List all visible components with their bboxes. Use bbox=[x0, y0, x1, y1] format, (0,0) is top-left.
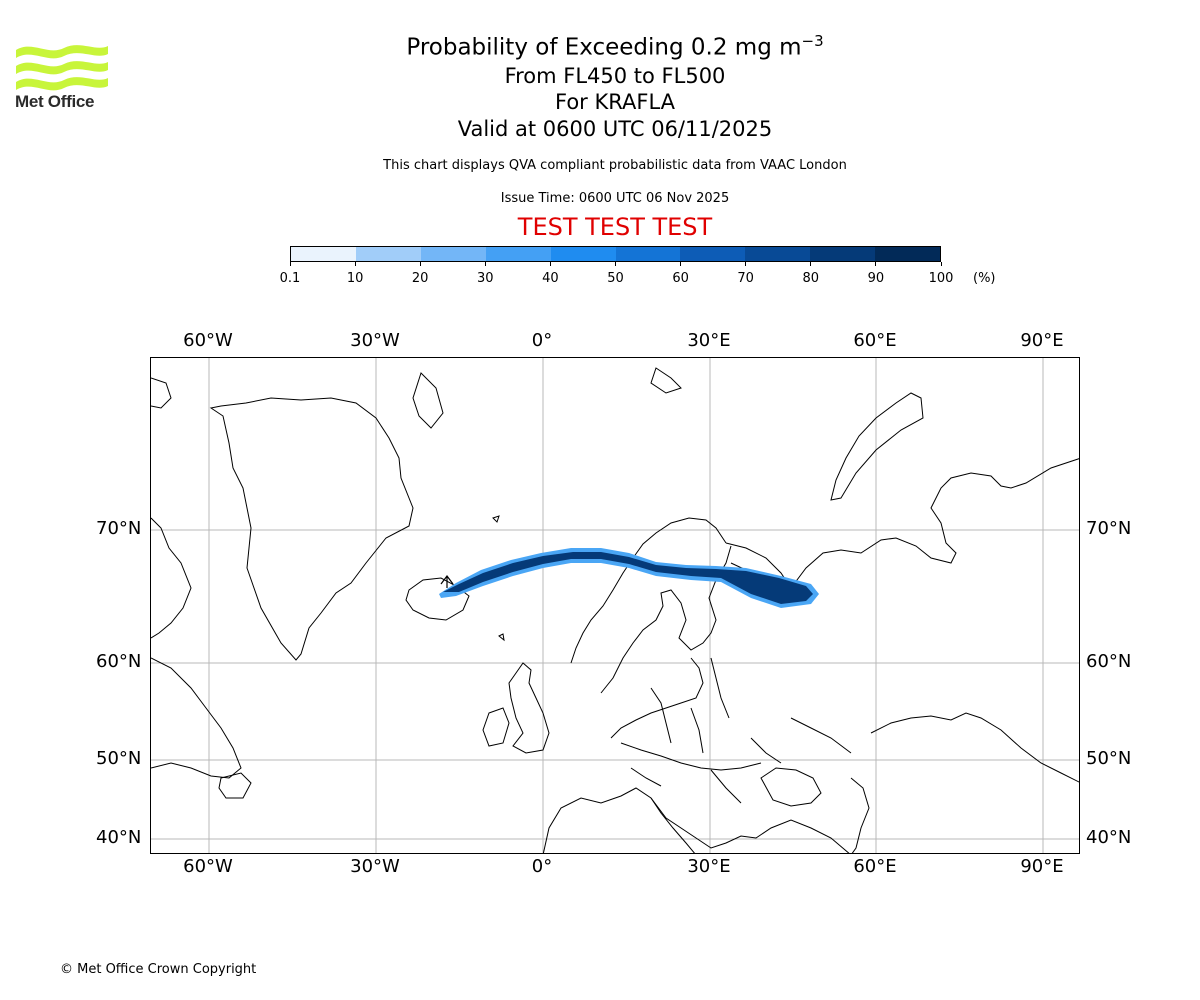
colorbar-tick-mark bbox=[680, 262, 682, 266]
colorbar-tick-mark bbox=[549, 262, 551, 266]
colorbar-tick-mark bbox=[615, 262, 616, 266]
colorbar-tick-label: 90 bbox=[867, 271, 885, 286]
svalbard-coast bbox=[412, 372, 444, 429]
colorbar-tick-mark bbox=[354, 262, 356, 266]
lat-label-right: 50°N bbox=[1086, 748, 1132, 769]
great-britain-coast bbox=[508, 662, 550, 754]
title-exponent: −3 bbox=[801, 32, 824, 50]
colorbar-tick-mark bbox=[289, 262, 291, 266]
colorbar-tick-label: 60 bbox=[672, 271, 689, 286]
ireland-coast bbox=[482, 707, 510, 747]
lat-label-left: 60°N bbox=[96, 651, 142, 672]
lon-label-bottom: 60°E bbox=[853, 856, 897, 877]
colorbar-tick-label: 30 bbox=[477, 271, 494, 286]
lon-label-bottom: 0° bbox=[531, 856, 553, 877]
arctic-islands bbox=[151, 377, 172, 409]
graticule bbox=[151, 358, 1079, 853]
lon-label-top: 30°W bbox=[350, 330, 400, 351]
lon-label-top: 60°E bbox=[853, 330, 897, 351]
newfoundland-coast bbox=[218, 772, 252, 799]
lat-label-right: 60°N bbox=[1086, 651, 1132, 672]
colorbar-segment bbox=[680, 247, 746, 261]
colorbar-tick-mark bbox=[745, 262, 747, 266]
colorbar-tick-label: 40 bbox=[542, 271, 559, 286]
russia-arctic-coast bbox=[790, 458, 1079, 589]
colorbar-segment bbox=[485, 247, 551, 261]
colorbar-unit: (%) bbox=[973, 271, 996, 286]
colorbar bbox=[290, 246, 941, 262]
lat-label-right: 70°N bbox=[1086, 518, 1132, 539]
chart-title: Probability of Exceeding 0.2 mg m−3 bbox=[0, 28, 1200, 61]
volcano-line: For KRAFLA bbox=[555, 90, 675, 114]
met-office-logo-icon bbox=[16, 45, 108, 91]
colorbar-segment bbox=[355, 247, 421, 261]
italy-coast bbox=[650, 797, 695, 853]
colorbar-segment bbox=[810, 247, 876, 261]
colorbar-tick-mark bbox=[419, 262, 421, 266]
lon-label-bottom: 90°E bbox=[1020, 856, 1064, 877]
colorbar-tick-label: 70 bbox=[737, 271, 754, 286]
lat-label-left: 70°N bbox=[96, 518, 142, 539]
lon-label-top: 30°E bbox=[687, 330, 731, 351]
colorbar-segment bbox=[745, 247, 811, 261]
lat-label-left: 50°N bbox=[96, 748, 142, 769]
novaya-zemlya bbox=[830, 392, 924, 501]
colorbar-tick-mark bbox=[484, 262, 486, 266]
colorbar-tick-mark bbox=[875, 262, 877, 266]
coastlines bbox=[151, 367, 1079, 853]
asia-border bbox=[870, 712, 1079, 783]
colorbar-tick-label: 20 bbox=[411, 271, 429, 286]
colorbar-tick-label: 10 bbox=[346, 271, 364, 286]
baltic-coast bbox=[610, 657, 704, 739]
sweden-finland-coast bbox=[600, 545, 732, 694]
baffin-coast bbox=[151, 517, 192, 639]
greenland-coast bbox=[209, 397, 414, 661]
lat-label-left: 40°N bbox=[96, 827, 142, 848]
faroe-islands bbox=[498, 633, 505, 642]
issue-time: Issue Time: 0600 UTC 06 Nov 2025 bbox=[500, 191, 730, 206]
lon-label-top: 60°W bbox=[183, 330, 233, 351]
black-sea-coast bbox=[760, 767, 822, 807]
norway-coast bbox=[570, 517, 727, 664]
labrador-coast bbox=[151, 657, 242, 779]
colorbar-tick-mark bbox=[810, 262, 812, 266]
map-panel bbox=[150, 357, 1080, 854]
title-prefix: Probability of Exceeding 0.2 mg m bbox=[406, 34, 802, 61]
lat-label-right: 40°N bbox=[1086, 827, 1132, 848]
jan-mayen bbox=[492, 515, 500, 523]
lon-label-bottom: 30°E bbox=[687, 856, 731, 877]
volcano-marker bbox=[440, 575, 454, 588]
flight-level-line: From FL450 to FL500 bbox=[504, 64, 726, 88]
iceland-coast bbox=[405, 577, 470, 621]
colorbar-tick-label: 50 bbox=[607, 271, 624, 286]
copyright-notice: © Met Office Crown Copyright bbox=[60, 962, 257, 977]
colorbar-segment bbox=[875, 247, 941, 261]
lon-label-top: 0° bbox=[531, 330, 553, 351]
colorbar-tick-mark bbox=[940, 262, 942, 266]
map-canvas bbox=[151, 358, 1079, 853]
colorbar-segment bbox=[291, 247, 356, 261]
europe-coast bbox=[542, 787, 850, 853]
franz-josef bbox=[650, 367, 682, 394]
colorbar-segment bbox=[550, 247, 616, 261]
lon-label-bottom: 60°W bbox=[183, 856, 233, 877]
ash-plume bbox=[439, 548, 819, 608]
test-banner: TEST TEST TEST bbox=[517, 213, 713, 241]
chart-description: This chart displays QVA compliant probab… bbox=[383, 158, 847, 173]
caspian-coast bbox=[850, 777, 870, 853]
valid-time-line: Valid at 0600 UTC 06/11/2025 bbox=[457, 117, 773, 141]
colorbar-segment bbox=[615, 247, 681, 261]
colorbar-segment bbox=[420, 247, 486, 261]
country-borders bbox=[620, 657, 852, 804]
lon-label-top: 90°E bbox=[1020, 330, 1064, 351]
colorbar-tick-label: 0.1 bbox=[279, 271, 301, 286]
colorbar-tick-label: 80 bbox=[802, 271, 820, 286]
lon-label-bottom: 30°W bbox=[350, 856, 400, 877]
plume-core bbox=[443, 552, 813, 604]
colorbar-tick-label: 100 bbox=[928, 271, 954, 286]
logo-text: Met Office bbox=[15, 92, 95, 111]
